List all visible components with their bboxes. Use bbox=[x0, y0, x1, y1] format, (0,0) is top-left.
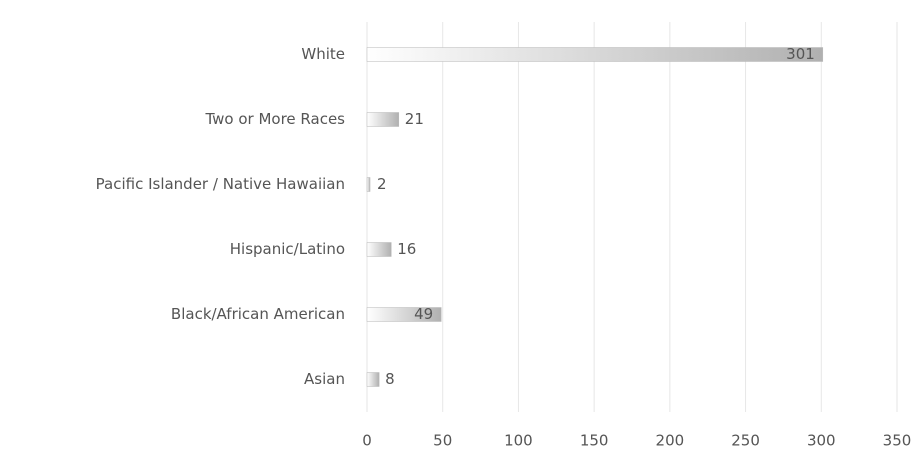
bar bbox=[366, 47, 824, 62]
data-label: 16 bbox=[397, 240, 416, 258]
y-tick-label: White bbox=[301, 45, 345, 63]
y-tick-label: Two or More Races bbox=[204, 110, 345, 128]
bar bbox=[366, 177, 371, 192]
x-tick-label: 300 bbox=[807, 432, 836, 450]
y-tick-label: Pacific Islander / Native Hawaiian bbox=[96, 175, 345, 193]
bar bbox=[366, 242, 392, 257]
x-tick-label: 250 bbox=[731, 432, 760, 450]
data-label: 49 bbox=[414, 305, 433, 323]
x-tick-label: 200 bbox=[656, 432, 685, 450]
x-tick-label: 150 bbox=[580, 432, 609, 450]
x-tick-label: 100 bbox=[504, 432, 533, 450]
data-label: 2 bbox=[377, 175, 387, 193]
y-tick-label: Asian bbox=[304, 370, 345, 388]
bar bbox=[366, 372, 380, 387]
x-tick-label: 350 bbox=[883, 432, 912, 450]
x-tick-label: 50 bbox=[433, 432, 452, 450]
bar bbox=[366, 307, 442, 322]
data-label: 301 bbox=[786, 45, 815, 63]
data-label: 21 bbox=[405, 110, 424, 128]
y-tick-label: Black/African American bbox=[171, 305, 345, 323]
bar bbox=[366, 112, 400, 127]
y-tick-label: Hispanic/Latino bbox=[230, 240, 345, 258]
x-tick-label: 0 bbox=[362, 432, 372, 450]
data-label: 8 bbox=[385, 370, 395, 388]
